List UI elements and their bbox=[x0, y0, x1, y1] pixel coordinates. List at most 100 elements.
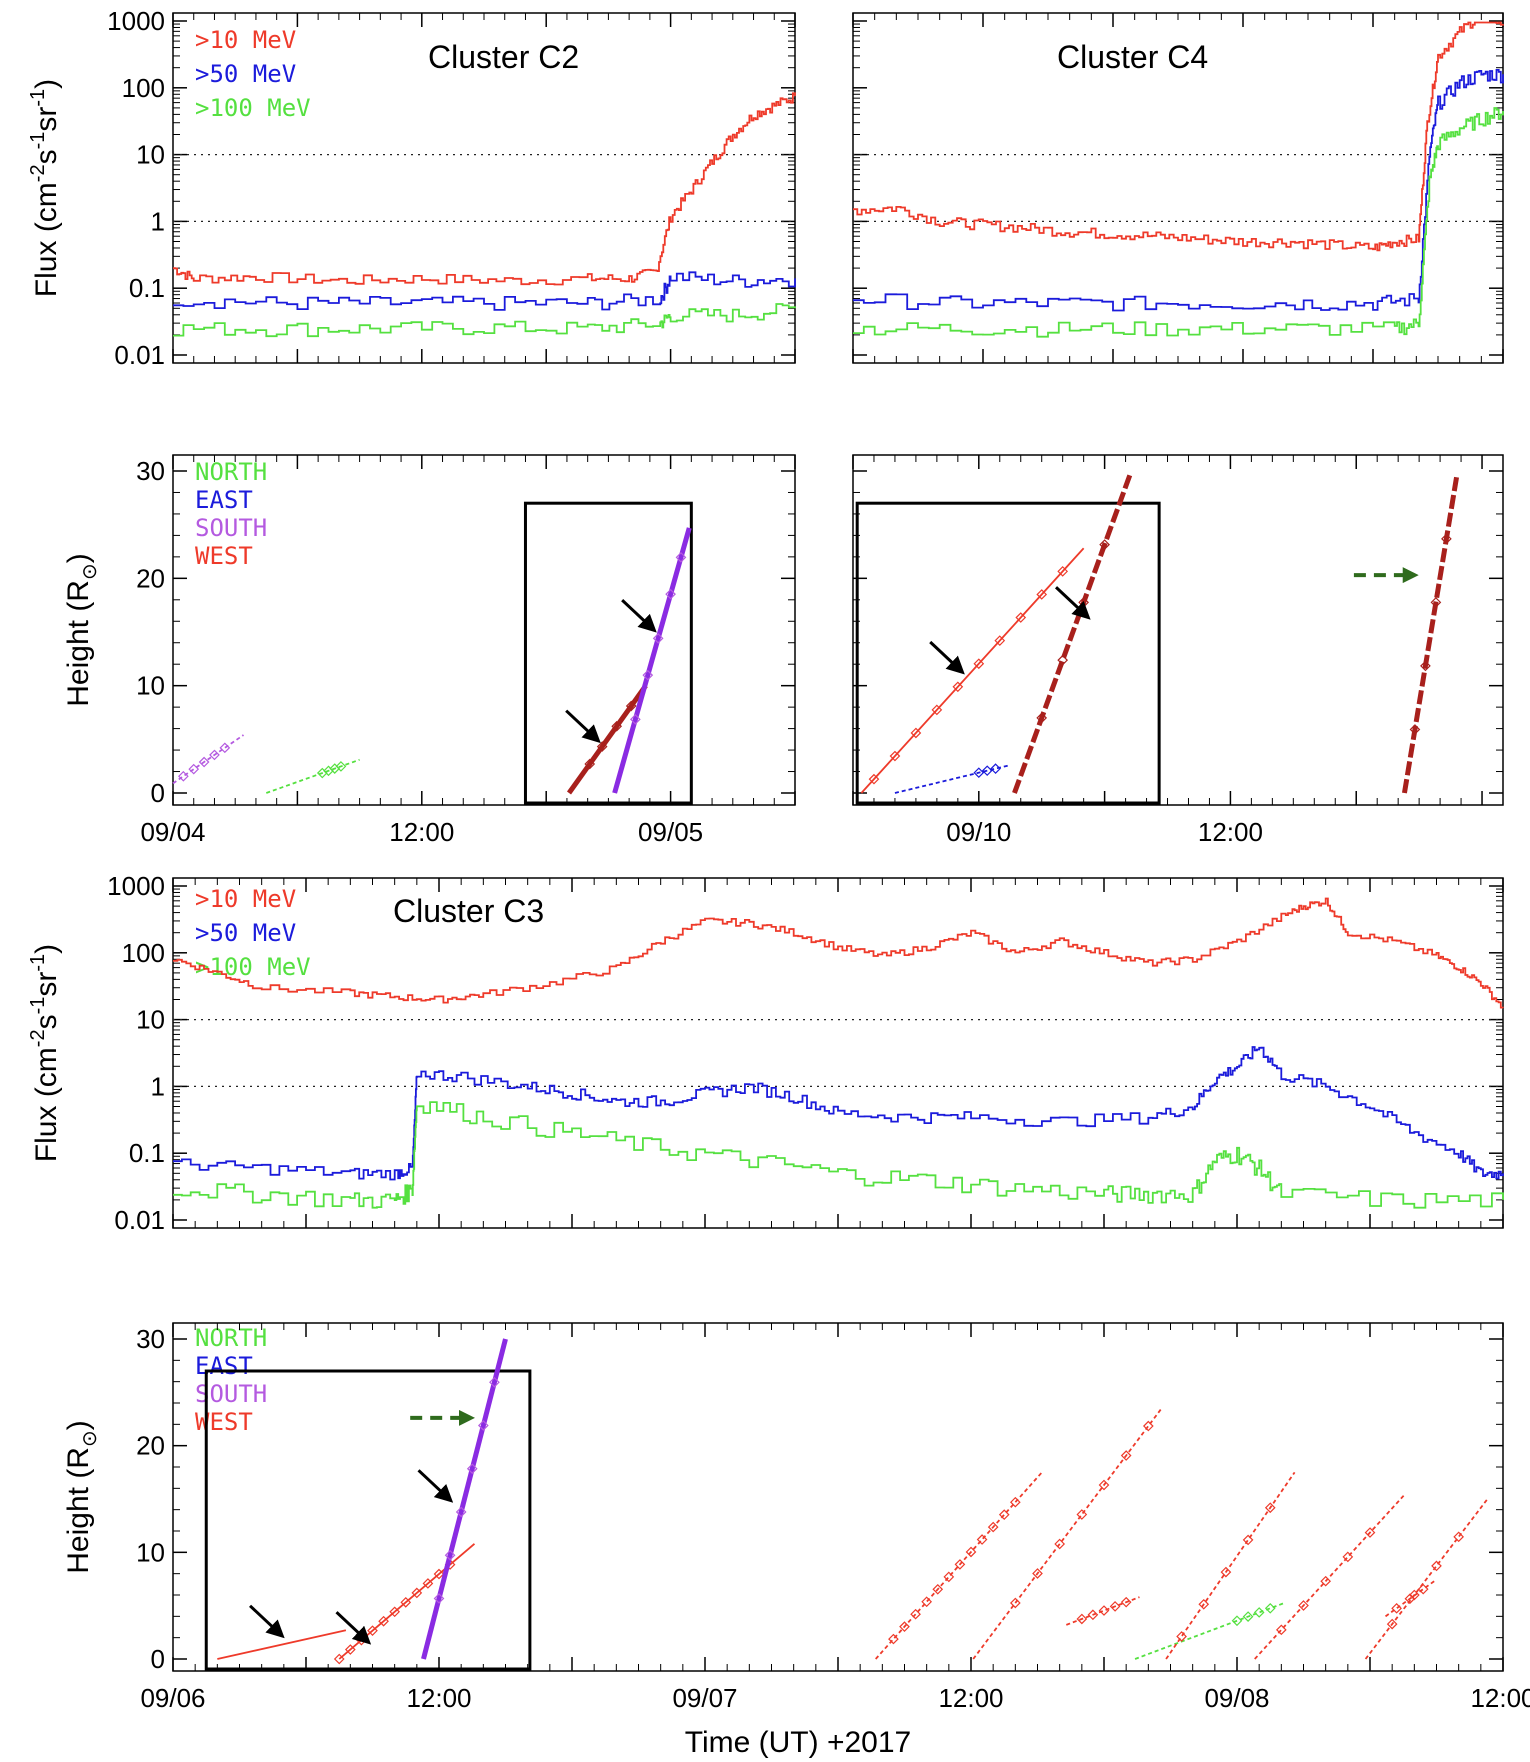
diamond-marker bbox=[1298, 1600, 1309, 1611]
c2-height-legend: NORTH EAST SOUTH WEST bbox=[195, 458, 267, 570]
diamond-marker bbox=[188, 763, 200, 775]
diamond-marker bbox=[389, 1606, 401, 1618]
c3-flux-thresholds bbox=[173, 1018, 1503, 1088]
c2-height-tracks bbox=[172, 527, 692, 795]
track-line bbox=[1134, 1601, 1287, 1660]
series-blue bbox=[173, 271, 796, 311]
diamond-marker bbox=[665, 588, 676, 600]
track-line bbox=[972, 1407, 1163, 1660]
track-line bbox=[1384, 1580, 1435, 1618]
track-line bbox=[612, 527, 692, 794]
c2-flux-legend: >10 MeV >50 MeV >100 MeV bbox=[195, 26, 311, 122]
diamond-marker bbox=[1015, 612, 1027, 623]
c3-flux-yaxis: 1000 100 10 1 0.1 0.01 bbox=[107, 871, 1503, 1235]
diamond-marker bbox=[1220, 1566, 1232, 1578]
black-arrow bbox=[335, 1611, 372, 1645]
diamond-marker bbox=[219, 742, 231, 754]
legend-west: WEST bbox=[195, 542, 253, 570]
y-tick-label: 0 bbox=[151, 778, 165, 808]
diamond-marker bbox=[1453, 1531, 1465, 1543]
diamond-marker bbox=[1342, 1551, 1354, 1563]
diamond-marker bbox=[433, 1568, 445, 1580]
legend-east: EAST bbox=[195, 486, 253, 514]
diamond-marker bbox=[998, 1509, 1010, 1520]
diamond-marker bbox=[178, 770, 189, 782]
c3-flux-series bbox=[173, 897, 1504, 1209]
diamond-marker bbox=[433, 1593, 445, 1604]
diamond-marker bbox=[1391, 1602, 1402, 1614]
track-line bbox=[172, 734, 245, 785]
x-tick-label: 12:00 bbox=[1470, 1683, 1530, 1713]
diamond-marker bbox=[1036, 712, 1048, 724]
c4-title: Cluster C4 bbox=[1057, 39, 1208, 75]
diamond-marker bbox=[422, 1578, 434, 1589]
y-tick-label: 0.01 bbox=[114, 340, 165, 370]
legend-10mev: >10 MeV bbox=[195, 26, 296, 54]
c3-height-xaxis: 09/06 12:00 09/07 12:00 09/08 12:00 bbox=[140, 1323, 1530, 1713]
y-tick-label: 0 bbox=[151, 1644, 165, 1674]
y-tick-label: 100 bbox=[122, 938, 165, 968]
c3-height-zoom-box bbox=[204, 1369, 532, 1671]
diamond-marker bbox=[990, 763, 1001, 774]
track-line bbox=[1065, 1596, 1140, 1626]
c4-flux-xaxis bbox=[852, 13, 1504, 363]
track-line bbox=[338, 1543, 476, 1660]
diamond-marker bbox=[1364, 1527, 1376, 1538]
highlight-box bbox=[523, 501, 693, 805]
diamond-marker bbox=[411, 1587, 423, 1599]
diamond-marker bbox=[981, 765, 993, 777]
track-line bbox=[1401, 474, 1460, 794]
x-tick-label: 09/10 bbox=[946, 817, 1011, 847]
diamond-marker bbox=[477, 1420, 489, 1431]
diamond-marker bbox=[455, 1506, 467, 1518]
track-line bbox=[217, 1629, 347, 1660]
c2-height-arrows bbox=[565, 599, 657, 744]
x-tick-label: 09/06 bbox=[140, 1683, 205, 1713]
diamond-marker bbox=[466, 1463, 478, 1475]
diamond-marker bbox=[973, 767, 985, 779]
c3-height-frame bbox=[172, 1322, 1504, 1672]
c3-height-tracks bbox=[217, 1338, 1489, 1665]
series-red bbox=[173, 897, 1504, 1009]
c2-flux-ylabel: Flux (cm-2s-1sr-1) bbox=[27, 79, 63, 297]
diamond-marker bbox=[1109, 1601, 1121, 1612]
legend-east: EAST bbox=[195, 1352, 253, 1380]
legend-west: WEST bbox=[195, 1408, 253, 1436]
diamond-marker bbox=[1420, 660, 1431, 672]
diamond-marker bbox=[198, 756, 210, 768]
y-tick-label: 1000 bbox=[107, 6, 165, 36]
black-arrow bbox=[929, 640, 965, 675]
diamond-marker bbox=[1009, 1496, 1021, 1508]
diamond-marker bbox=[1253, 1607, 1265, 1618]
y-tick-label: 20 bbox=[136, 563, 165, 593]
diamond-marker bbox=[1404, 1593, 1416, 1605]
diamond-marker bbox=[1098, 1605, 1110, 1616]
diamond-marker bbox=[1098, 1479, 1110, 1491]
diamond-marker bbox=[1320, 1575, 1332, 1587]
diamond-marker bbox=[1275, 1624, 1287, 1636]
y-tick-label: 1000 bbox=[107, 871, 165, 901]
diamond-marker bbox=[1417, 1583, 1429, 1595]
diamond-marker bbox=[910, 727, 922, 739]
series-green bbox=[173, 1101, 1504, 1209]
c4-height-frame bbox=[852, 454, 1504, 806]
diamond-marker bbox=[400, 1596, 412, 1608]
diamond-marker bbox=[952, 681, 964, 693]
legend-north: NORTH bbox=[195, 1324, 267, 1352]
x-tick-label: 09/08 bbox=[1204, 1683, 1269, 1713]
c2-height-frame bbox=[172, 454, 796, 806]
diamond-marker bbox=[630, 714, 641, 725]
c4-height-arrows bbox=[929, 567, 1419, 675]
diamond-marker bbox=[1386, 1618, 1398, 1630]
c3-height-yaxis: 30 20 10 0 bbox=[136, 1324, 1503, 1674]
x-tick-label: 12:00 bbox=[938, 1683, 1003, 1713]
c4-flux-series bbox=[853, 21, 1504, 338]
x-tick-label: 12:00 bbox=[1198, 817, 1263, 847]
diamond-marker bbox=[444, 1549, 456, 1561]
y-tick-label: 20 bbox=[136, 1431, 165, 1461]
legend-10mev: >10 MeV bbox=[195, 885, 296, 913]
diamond-marker bbox=[954, 1559, 966, 1570]
track-line bbox=[894, 764, 1011, 794]
c2-flux-thresholds bbox=[173, 153, 795, 223]
